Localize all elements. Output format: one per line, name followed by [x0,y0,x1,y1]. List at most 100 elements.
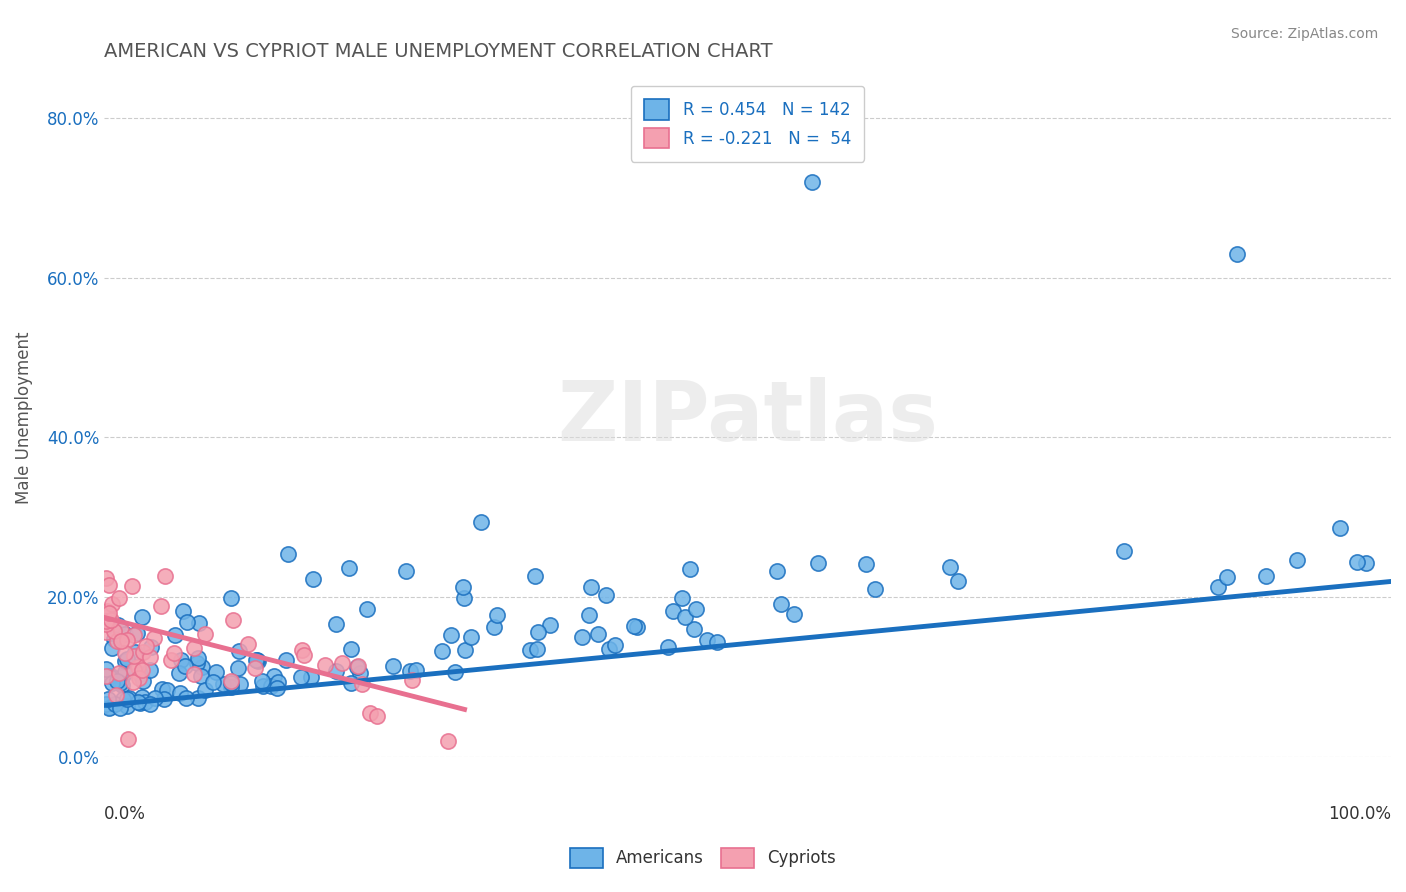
Point [100,597,122,611]
Point [186,657,208,671]
Point [135,640,157,654]
Point [128,671,150,685]
Point [152,681,174,696]
Point [143,632,166,646]
Point [855,558,877,572]
Point [221,614,243,628]
Point [131,663,153,677]
Point [94,614,117,628]
Point [1354,556,1376,570]
Point [673,610,696,624]
Point [524,569,547,583]
Point [292,648,315,663]
Point [131,610,153,624]
Point [586,627,609,641]
Point [194,627,217,641]
Point [114,654,136,668]
Point [623,619,645,633]
Point [337,561,360,575]
Point [443,665,465,679]
Y-axis label: Male Unemployment: Male Unemployment [15,331,32,504]
Point [800,175,823,189]
Point [174,690,197,705]
Point [401,673,423,687]
Point [267,675,290,690]
Point [172,604,194,618]
Point [187,651,209,665]
Text: ZIPatlas: ZIPatlas [557,377,938,458]
Point [128,666,150,681]
Point [226,661,249,675]
Point [260,679,283,693]
Point [155,569,177,583]
Point [299,670,322,684]
Point [219,680,242,694]
Point [97,692,120,706]
Point [366,709,388,723]
Point [453,591,475,605]
Point [454,642,477,657]
Point [170,653,193,667]
Point [246,654,269,668]
Point [571,630,593,644]
Point [359,706,381,721]
Point [169,685,191,699]
Point [128,696,150,710]
Point [139,649,162,664]
Point [149,599,172,614]
Point [603,638,626,652]
Point [685,601,707,615]
Point [131,674,153,689]
Point [662,604,685,618]
Point [482,620,505,634]
Point [115,698,138,713]
Legend: Americans, Cypriots: Americans, Cypriots [562,841,844,875]
Point [440,628,463,642]
Point [350,676,373,690]
Point [683,622,706,636]
Point [1216,569,1239,583]
Point [115,632,138,647]
Point [190,669,212,683]
Point [807,557,830,571]
Point [245,661,267,675]
Point [470,515,492,529]
Point [110,633,132,648]
Point [98,606,121,620]
Point [595,588,617,602]
Point [131,690,153,704]
Point [98,577,121,591]
Point [103,624,125,639]
Point [330,656,353,670]
Text: AMERICAN VS CYPRIOT MALE UNEMPLOYMENT CORRELATION CHART: AMERICAN VS CYPRIOT MALE UNEMPLOYMENT CO… [104,42,773,61]
Point [96,616,118,631]
Point [219,673,242,688]
Point [1112,544,1135,558]
Point [266,681,288,695]
Point [114,627,136,641]
Point [108,700,131,714]
Text: Source: ZipAtlas.com: Source: ZipAtlas.com [1230,27,1378,41]
Point [526,641,548,656]
Point [100,613,122,627]
Point [382,658,405,673]
Point [485,607,508,622]
Point [96,604,118,618]
Point [250,673,273,688]
Point [163,628,186,642]
Point [346,659,368,673]
Point [1329,521,1351,535]
Point [252,679,274,693]
Point [340,641,363,656]
Point [1206,580,1229,594]
Point [339,676,361,690]
Point [141,640,163,654]
Point [291,643,314,657]
Point [598,642,620,657]
Text: 0.0%: 0.0% [104,805,146,823]
Point [1346,555,1368,569]
Point [356,602,378,616]
Point [706,634,728,648]
Point [437,734,460,748]
Point [153,692,176,706]
